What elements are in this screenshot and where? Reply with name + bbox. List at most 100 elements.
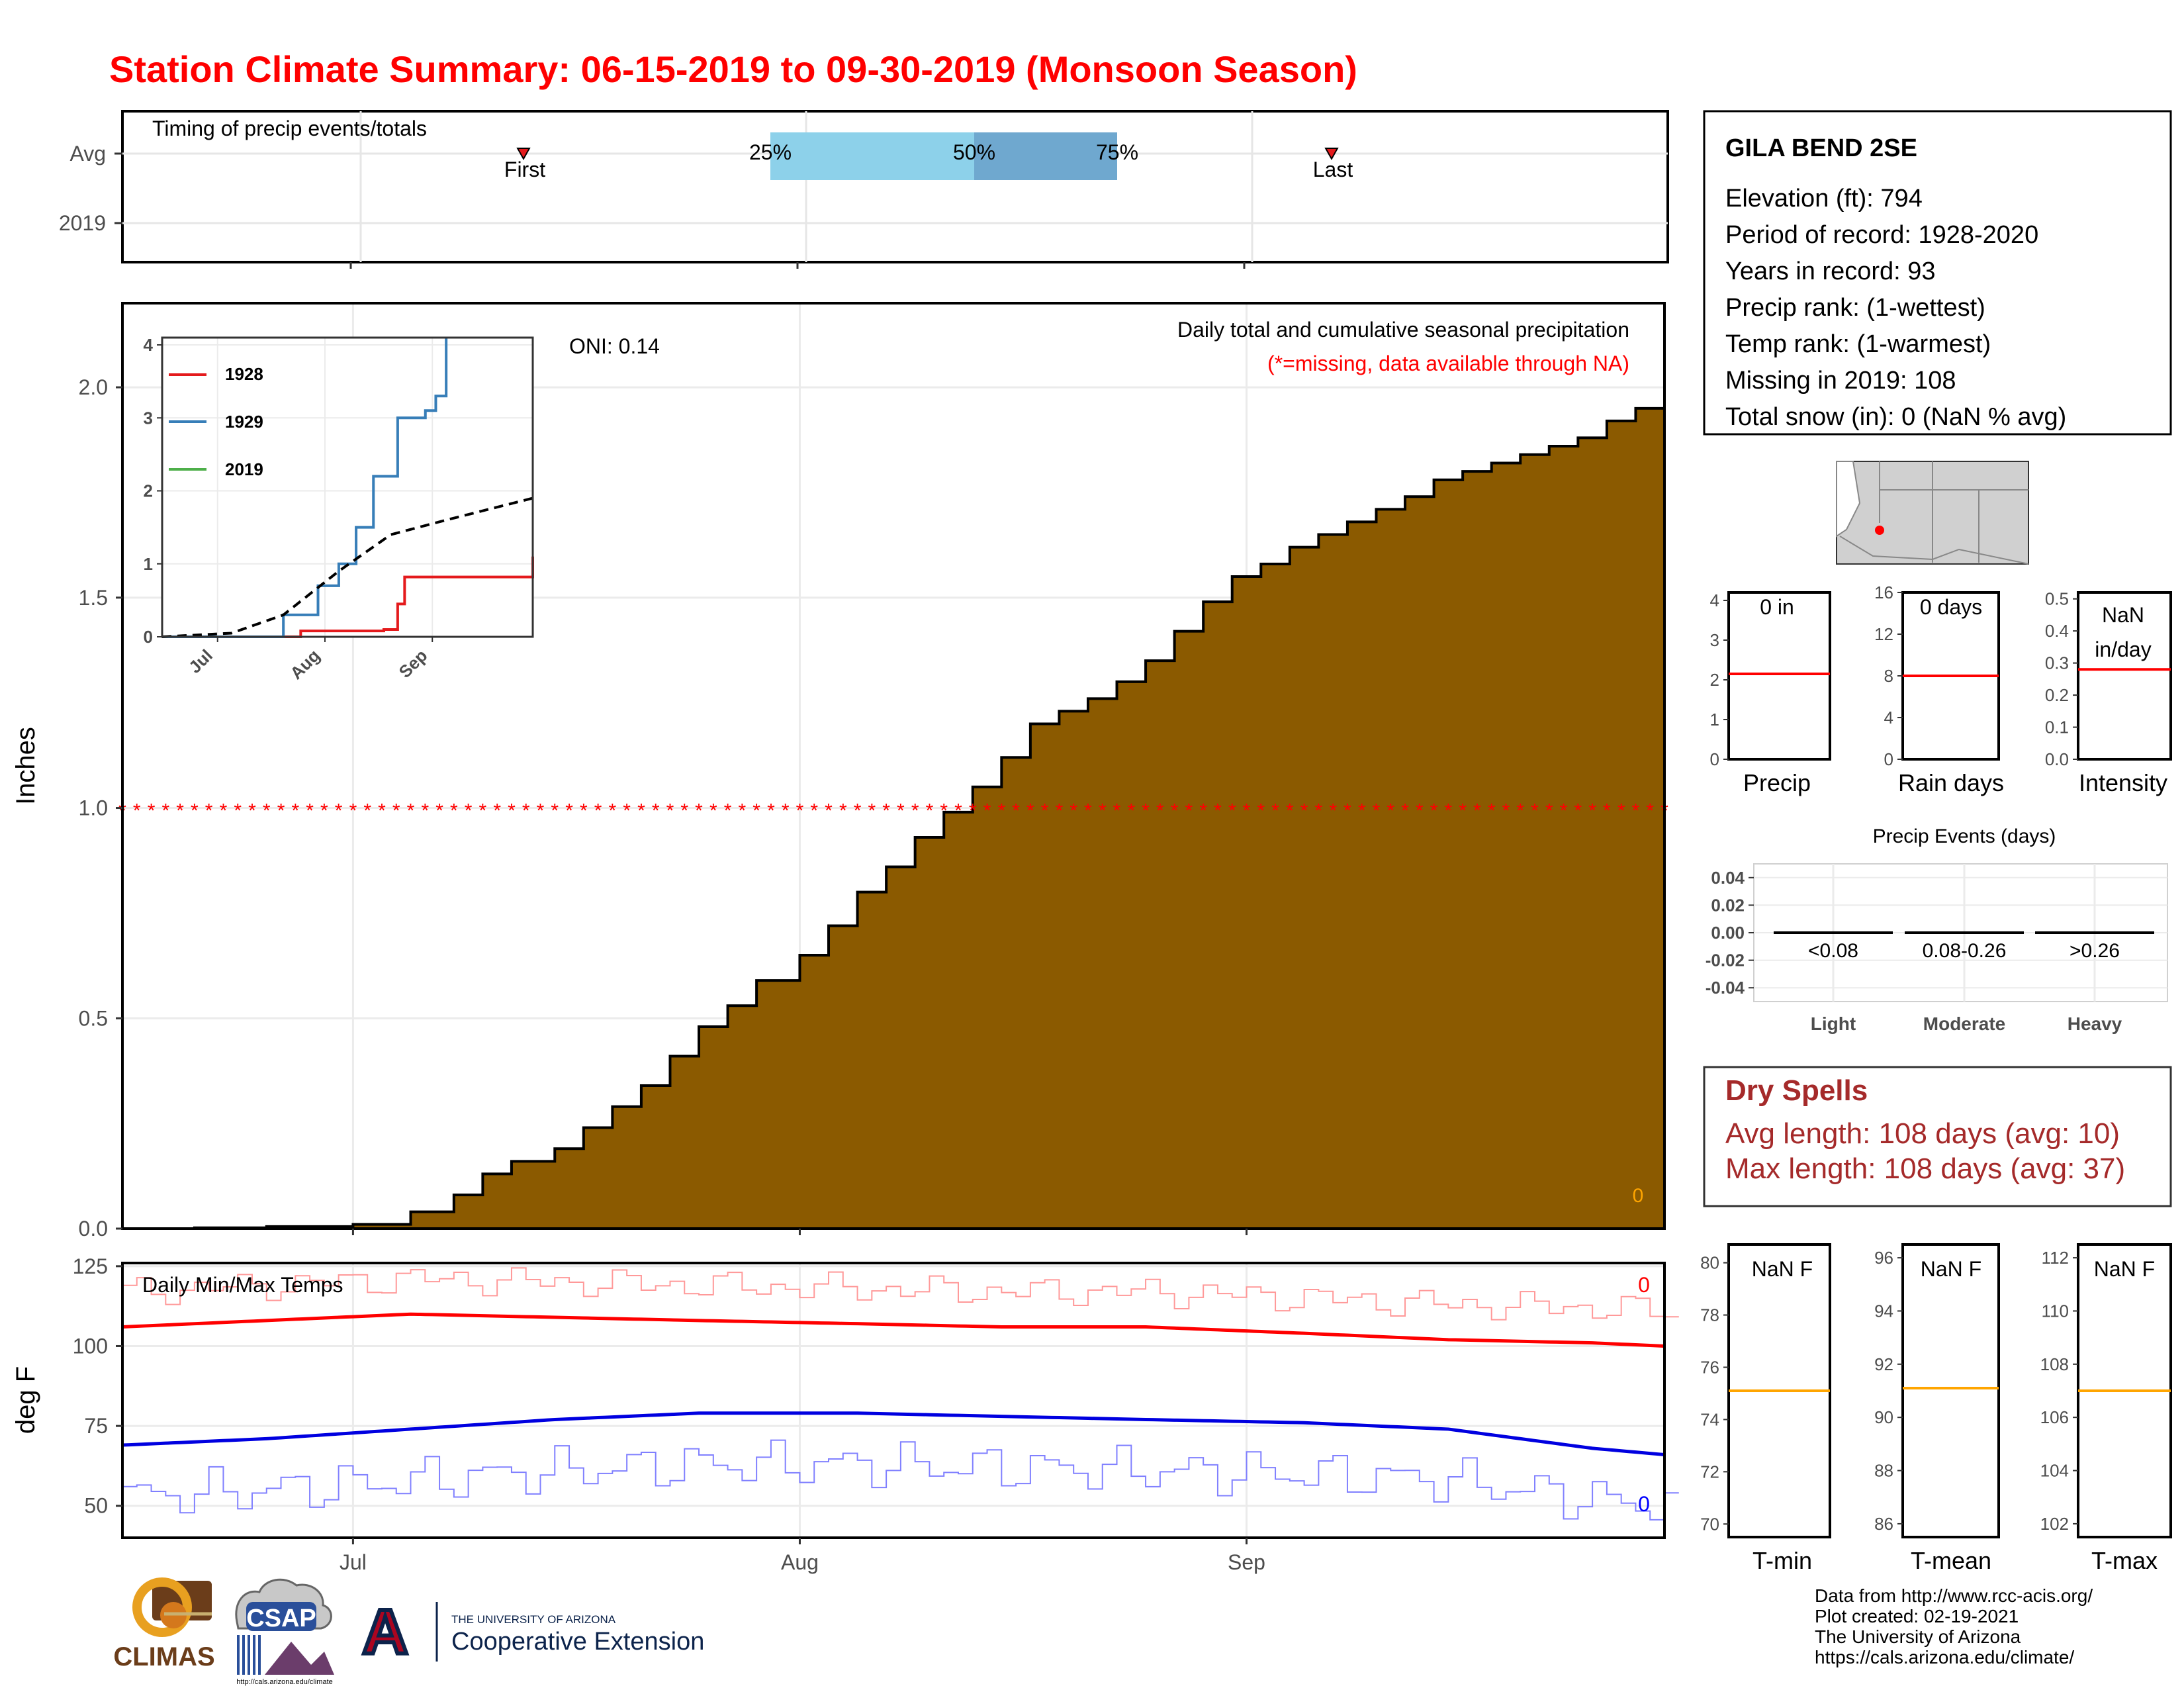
credits: Data from http://www.rcc-acis.org/ Plot …: [1815, 1585, 2093, 1667]
x-month-label-sep: Sep: [1228, 1550, 1265, 1574]
tgauge-tmean-value: NaN F: [1921, 1257, 1981, 1281]
inset-ytick-label: 1: [144, 554, 153, 574]
main-corner-value: 0: [1633, 1185, 1644, 1207]
x-month-label-jul: Jul: [340, 1550, 367, 1574]
credit-line-3: The University of Arizona: [1815, 1626, 2021, 1647]
missing-marker: *: [1315, 800, 1323, 822]
missing-marker: *: [796, 800, 804, 822]
climas-logo-text: CLIMAS: [113, 1642, 214, 1671]
tgauge-tmax-ytick-label: 112: [2042, 1248, 2069, 1268]
min-count-label: 0: [1638, 1492, 1650, 1516]
pct-50-label: 50%: [953, 140, 995, 164]
missing-marker: *: [637, 800, 645, 822]
missing-marker: *: [623, 800, 631, 822]
main-y-label: Inches: [11, 727, 40, 805]
missing-marker: *: [882, 800, 890, 822]
credit-line-1: Data from http://www.rcc-acis.org/: [1815, 1585, 2093, 1606]
station-missing: Missing in 2019: 108: [1725, 367, 1956, 395]
temp-ytick-label: 50: [84, 1494, 108, 1518]
missing-marker: *: [234, 800, 242, 822]
missing-marker: *: [868, 800, 876, 822]
missing-marker: *: [1142, 800, 1150, 822]
missing-marker: *: [810, 800, 818, 822]
tgauge-tmean-name: T-mean: [1911, 1547, 1991, 1574]
missing-marker: *: [1545, 800, 1553, 822]
missing-marker: *: [652, 800, 660, 822]
missing-marker: *: [551, 800, 559, 822]
timing-panel: Timing of precip events/totals 25% 50% 7…: [59, 110, 1669, 269]
first-marker: [516, 148, 531, 161]
missing-marker: *: [392, 800, 400, 822]
tgauge-tmax-ytick-label: 108: [2040, 1354, 2069, 1374]
missing-marker: *: [1574, 800, 1582, 822]
gauge-precip-ytick-label: 0: [1710, 749, 1719, 769]
event-range-moderate: 0.08-0.26: [1923, 940, 2007, 962]
missing-marker: *: [1056, 800, 1064, 822]
missing-marker: *: [1502, 800, 1510, 822]
event-range-light: <0.08: [1808, 940, 1858, 962]
missing-marker: *: [1199, 800, 1207, 822]
main-ytick-label: 0.5: [79, 1006, 108, 1030]
missing-marker: *: [1113, 800, 1121, 822]
missing-marker: *: [191, 800, 199, 822]
inset-avg-line: [161, 496, 533, 638]
inset-legend: 1928 1929 2019: [169, 364, 263, 479]
temps-y-label: deg F: [11, 1366, 40, 1434]
tgauge-tmean-ytick-label: 88: [1874, 1461, 1893, 1481]
missing-marker: *: [839, 800, 847, 822]
missing-marker: *: [1531, 800, 1539, 822]
missing-marker: *: [407, 800, 415, 822]
missing-marker: *: [465, 800, 473, 822]
gauge-precip-ytick-label: 4: [1710, 590, 1719, 610]
missing-marker: *: [1560, 800, 1568, 822]
inset-ytick-label: 0: [144, 627, 153, 647]
dry-spells-avg: Avg length: 108 days (avg: 10): [1725, 1117, 2120, 1150]
inset-line-1928: [162, 556, 534, 638]
tgauge-tmin-value: NaN F: [1752, 1257, 1813, 1281]
event-cat-moderate: Moderate: [1923, 1013, 2005, 1034]
gauge-precip-ytick-label: 3: [1710, 630, 1719, 650]
missing-marker: *: [724, 800, 732, 822]
credit-line-2: Plot created: 02-19-2021: [1815, 1606, 2019, 1626]
quartile-upper-bar: [974, 132, 1117, 154]
main-header: Daily total and cumulative seasonal prec…: [1177, 318, 1629, 342]
gauge-rain-days-ytick-label: 4: [1884, 708, 1893, 727]
missing-marker: *: [1271, 800, 1279, 822]
missing-marker: *: [205, 800, 213, 822]
missing-marker: *: [248, 800, 256, 822]
station-years: Years in record: 93: [1725, 258, 1936, 285]
timing-row-avg: Avg: [69, 142, 106, 165]
missing-marker: *: [1156, 800, 1164, 822]
missing-marker: *: [1445, 800, 1453, 822]
events-ytick-label: -0.02: [1706, 951, 1745, 970]
station-elevation: Elevation (ft): 794: [1725, 185, 1923, 212]
missing-marker: *: [1084, 800, 1092, 822]
missing-marker: *: [1329, 800, 1337, 822]
tgauge-tmin-ytick-label: 74: [1700, 1409, 1719, 1429]
ua-big-text: Cooperative Extension: [451, 1628, 704, 1656]
locator-map: [1836, 461, 2029, 565]
events-ytick-label: 0.00: [1711, 923, 1745, 943]
missing-marker: *: [320, 800, 328, 822]
main-ytick-label: 1.0: [79, 796, 108, 820]
missing-marker: *: [1041, 800, 1049, 822]
missing-marker: *: [1012, 800, 1020, 822]
gauge-rain-days-ytick-label: 16: [1874, 583, 1893, 602]
ua-letter-logo: A: [362, 1597, 408, 1667]
missing-marker: *: [493, 800, 501, 822]
tgauge-tmax-ytick-label: 102: [2040, 1514, 2069, 1534]
max-count-label: 0: [1638, 1273, 1650, 1297]
missing-marker: *: [954, 800, 962, 822]
missing-marker: *: [1603, 800, 1611, 822]
tgauge-tmax-ytick-label: 110: [2042, 1301, 2069, 1321]
pct-75-label: 75%: [1096, 140, 1138, 164]
missing-marker: *: [940, 800, 948, 822]
inset-line-1929: [162, 338, 448, 638]
tgauge-tmin-ytick-label: 72: [1700, 1462, 1719, 1481]
gauge-precip-box: [1727, 591, 1831, 761]
missing-marker: *: [680, 800, 688, 822]
station-temp-rank: Temp rank: (1-warmest): [1725, 330, 1991, 358]
missing-marker: *: [1069, 800, 1077, 822]
missing-marker: *: [969, 800, 977, 822]
missing-marker: *: [1127, 800, 1135, 822]
